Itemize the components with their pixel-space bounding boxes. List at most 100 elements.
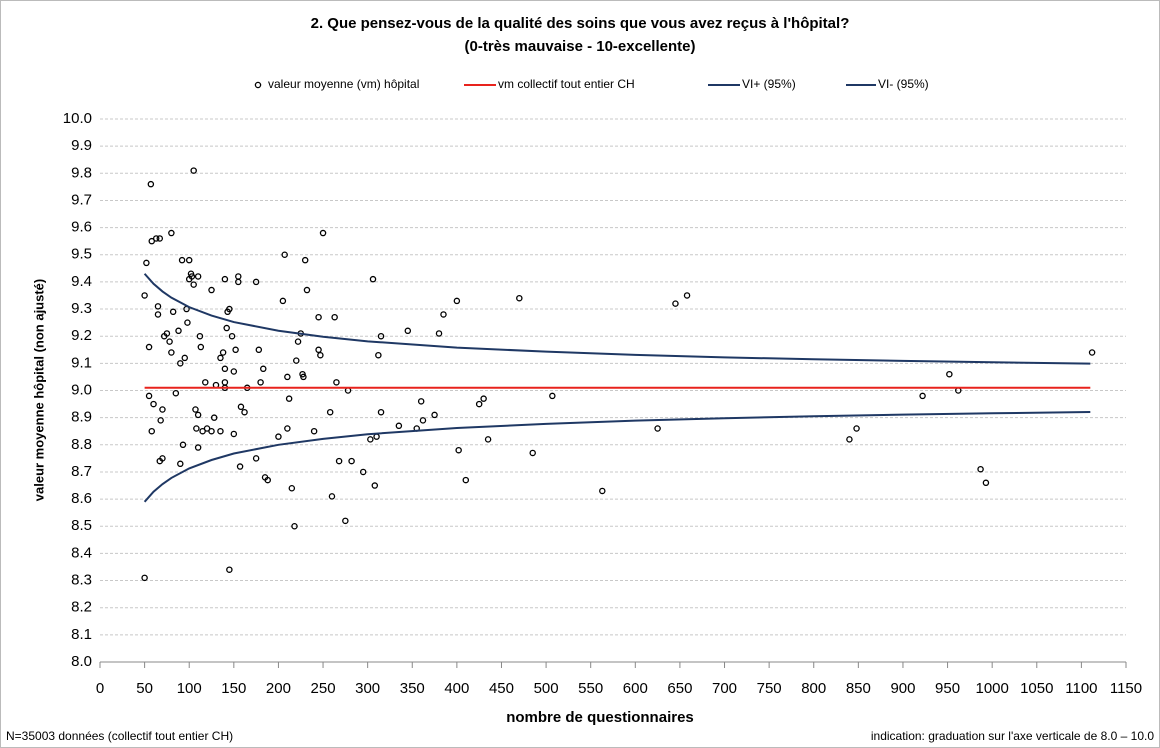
scatter-point — [223, 324, 230, 332]
x-tick-label: 200 — [266, 680, 291, 697]
scatter-point — [333, 379, 340, 386]
scatter-point — [143, 259, 150, 267]
x-tick-label: 250 — [311, 680, 336, 697]
scatter-point — [169, 308, 177, 316]
scatter-point — [210, 414, 218, 421]
scatter-point — [480, 395, 487, 402]
scatter-point — [232, 346, 239, 354]
y-tick-label: 8.9 — [71, 409, 92, 426]
scatter-point — [184, 319, 191, 326]
y-tick-label: 10.0 — [63, 110, 92, 127]
scatter-point — [1088, 349, 1096, 356]
scatter-point — [152, 235, 160, 242]
scatter-point — [230, 368, 238, 375]
y-tick-label: 9.4 — [71, 273, 92, 290]
scatter-point — [328, 493, 336, 500]
y-tick-label: 8.5 — [71, 517, 92, 534]
scatter-point — [226, 305, 233, 313]
x-tick-label: 350 — [400, 680, 425, 697]
x-tick-label: 750 — [757, 680, 782, 697]
scatter-point — [404, 327, 412, 335]
scatter-point — [147, 180, 155, 188]
scatter-point — [279, 297, 287, 305]
y-tick-label: 9.5 — [71, 246, 92, 263]
x-tick-label: 450 — [489, 680, 514, 697]
x-tick-label: 1100 — [1065, 680, 1097, 697]
scatter-point — [377, 332, 385, 340]
y-tick-label: 9.8 — [71, 164, 92, 181]
legend-label: vm collectif tout entier CH — [498, 77, 635, 91]
scatter-point — [141, 292, 148, 299]
scatter-point — [301, 256, 309, 264]
scatter-point — [236, 463, 244, 470]
scatter-point — [440, 311, 447, 318]
x-tick-label: 550 — [578, 680, 603, 697]
scatter-point — [145, 343, 153, 351]
footnote-right: indication: graduation sur l'axe vertica… — [871, 729, 1154, 743]
scatter-point — [188, 273, 196, 280]
scatter-point — [190, 167, 197, 174]
x-tick-label: 300 — [355, 680, 380, 697]
x-tick-label: 1050 — [1020, 680, 1053, 697]
scatter-point — [285, 395, 293, 402]
y-tick-label: 9.3 — [71, 300, 92, 317]
footnote-left: N=35003 données (collectif tout entier C… — [6, 729, 233, 743]
x-tick-label: 400 — [444, 680, 469, 697]
scatter-point — [172, 389, 180, 397]
x-tick-label: 100 — [177, 680, 202, 697]
scatter-point — [977, 465, 984, 473]
y-tick-label: 9.0 — [71, 381, 92, 398]
scatter-point — [141, 574, 148, 582]
scatter-point — [462, 476, 470, 484]
y-tick-label: 8.3 — [71, 572, 92, 589]
x-tick-label: 1000 — [975, 680, 1008, 697]
scatter-point — [300, 373, 307, 381]
scatter-point — [196, 332, 204, 340]
scatter-point — [179, 441, 187, 449]
scatter-point — [252, 278, 260, 286]
scatter-point — [293, 357, 300, 364]
scatter-point — [203, 425, 211, 432]
x-tick-label: 900 — [890, 680, 915, 697]
scatter-point — [221, 365, 229, 373]
legend-label: VI- (95%) — [878, 77, 929, 91]
scatter-point — [177, 360, 184, 367]
scatter-point — [846, 436, 853, 443]
line-series — [143, 273, 1091, 365]
x-tick-label: 150 — [221, 680, 246, 697]
scatter-point — [326, 408, 334, 416]
scatter-point — [288, 484, 296, 492]
scatter-point — [145, 392, 153, 400]
scatter-point — [335, 457, 343, 465]
scatter-point — [157, 417, 164, 424]
scatter-point — [185, 256, 193, 264]
y-tick-label: 8.1 — [71, 626, 92, 643]
y-axis-label: valeur moyenne hôpital (non ajusté) — [31, 279, 46, 501]
scatter-point — [431, 411, 438, 419]
y-tick-label: 9.1 — [71, 354, 92, 371]
scatter-point — [237, 403, 245, 411]
scatter-point — [194, 411, 202, 419]
scatter-point — [484, 436, 492, 443]
scatter-point — [208, 286, 215, 294]
scatter-point — [284, 373, 291, 381]
x-tick-label: 800 — [801, 680, 826, 697]
scatter-point — [255, 346, 263, 354]
scatter-point — [982, 479, 990, 487]
scatter-point — [217, 354, 224, 362]
scatter-point — [252, 455, 260, 462]
x-tick-label: 650 — [667, 680, 692, 697]
scatter-point — [946, 370, 953, 378]
scatter-point — [369, 275, 377, 283]
scatter-point — [208, 427, 215, 435]
scatter-point — [654, 425, 661, 432]
scatter-point — [371, 482, 379, 489]
scatter-point — [395, 422, 403, 430]
scatter-point — [194, 273, 202, 280]
scatter-point — [156, 235, 164, 242]
scatter-point — [281, 251, 288, 258]
scatter-point — [168, 349, 175, 356]
scatter-point — [181, 354, 189, 362]
scatter-point — [342, 517, 349, 525]
